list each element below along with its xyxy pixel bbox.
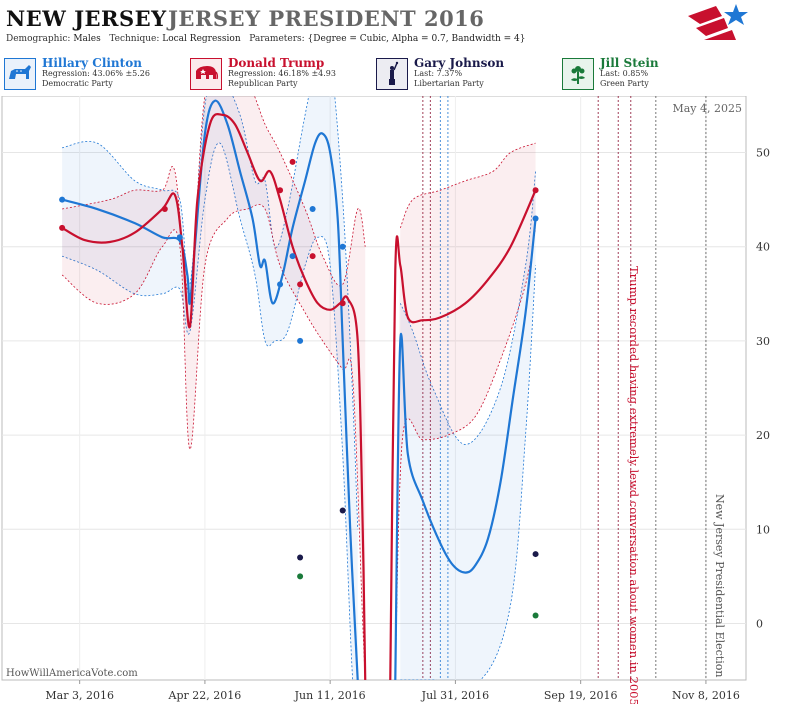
donald-trump-poll-point <box>339 300 346 307</box>
gary-johnson-poll-point <box>297 554 304 561</box>
annotation-label: New Jersey Presidential Election <box>713 494 726 677</box>
y-tick-label: 10 <box>756 523 770 536</box>
hillary-clinton-2-lower-bound <box>400 265 536 680</box>
y-tick-label: 20 <box>756 429 770 442</box>
jill-stein-poll-point <box>532 612 539 619</box>
hillary-clinton-upper-bound <box>62 96 359 530</box>
donkey-icon <box>4 58 36 90</box>
parameters-value: {Degree = Cubic, Alpha = 0.7, Bandwidth … <box>307 34 526 44</box>
gary-johnson-poll-point <box>532 551 539 558</box>
donald-trump-poll-point <box>277 187 284 194</box>
legend-johnson: Gary Johnson Last: 7.37% Libertarian Par… <box>374 56 559 92</box>
series-layer <box>59 96 539 680</box>
donald-trump-poll-point <box>289 158 296 165</box>
demographic-value: Males <box>73 34 101 44</box>
hillary-clinton-poll-point <box>532 215 539 222</box>
y-tick-label: 30 <box>756 335 770 348</box>
hillary-clinton-2-band <box>400 171 536 680</box>
source-credit: HowWillAmericaVote.com <box>6 668 138 679</box>
legend-trump: Donald Trump Regression: 46.18% ±4.93 Re… <box>188 56 373 92</box>
hillary-clinton-poll-point <box>277 281 284 288</box>
donald-trump-poll-point <box>161 206 168 213</box>
candidate-name: Gary Johnson <box>414 56 505 70</box>
candidate-name: Jill Stein <box>600 56 659 70</box>
hillary-clinton-poll-point <box>339 243 346 250</box>
candidate-party: Democratic Party <box>42 79 113 88</box>
demographic-label: Demographic: <box>6 34 71 44</box>
candidate-party: Green Party <box>600 79 649 88</box>
x-tick-label: Nov 8, 2016 <box>672 689 740 702</box>
site-logo-icon <box>688 4 748 40</box>
candidate-stat: Regression: 43.06% ±5.26 <box>42 69 150 78</box>
jill-stein-poll-point <box>297 573 304 580</box>
donald-trump-trend-line <box>61 112 367 680</box>
hillary-clinton-trend-line <box>61 99 359 680</box>
technique-value: Local Regression <box>162 34 241 44</box>
state-title: NEW JERSEY <box>6 6 167 31</box>
annotation-label: Trump recorded having extremely lewd con… <box>627 266 641 704</box>
technique-label: Technique: <box>109 34 160 44</box>
hillary-clinton-trend-line-2 <box>394 218 537 680</box>
hillary-clinton-poll-point <box>59 196 66 203</box>
candidate-name: Donald Trump <box>228 56 325 70</box>
poll-chart: 0 10 20 30 40 50 Mar 3, 2016 Apr 22, 2016 Jun 11… <box>1 96 770 704</box>
x-tick-label: Jul 31, 2016 <box>421 689 490 702</box>
candidate-stat: Last: 0.85% <box>600 69 649 78</box>
race-title: JERSEY PRESIDENT 2016 <box>168 6 485 31</box>
header: NEW JERSEY JERSEY PRESIDENT 2016 Demogra… <box>0 0 789 104</box>
hillary-clinton-poll-point <box>289 253 296 260</box>
x-tick-label: Apr 22, 2016 <box>168 689 242 702</box>
legend-clinton: Hillary Clinton Regression: 43.06% ±5.26… <box>2 56 187 92</box>
donald-trump-upper-bound <box>62 96 366 295</box>
flower-icon <box>562 58 594 90</box>
candidate-party: Libertarian Party <box>414 79 484 88</box>
donald-trump-trend-line-2 <box>389 189 537 680</box>
hillary-clinton-poll-point <box>309 206 316 213</box>
legend-stein: Jill Stein Last: 0.85% Green Party <box>560 56 745 92</box>
elephant-icon <box>190 58 222 90</box>
donald-trump-2-band <box>395 143 536 680</box>
y-tick-label: 40 <box>756 241 770 254</box>
hillary-clinton-2-upper-bound <box>399 171 536 445</box>
y-tick-label: 0 <box>756 617 763 630</box>
donald-trump-poll-point <box>309 253 316 260</box>
x-tick-label: Jun 11, 2016 <box>294 689 366 702</box>
donald-trump-poll-point <box>297 281 304 288</box>
hillary-clinton-band <box>62 96 358 680</box>
x-tick-label: Sep 19, 2016 <box>544 689 618 702</box>
parameters-label: Parameters: <box>249 34 305 44</box>
hillary-clinton-lower-bound <box>61 142 359 680</box>
hillary-clinton-poll-point <box>176 234 183 241</box>
candidate-legend: Hillary Clinton Regression: 43.06% ±5.26… <box>0 56 789 92</box>
donald-trump-poll-point <box>532 187 539 194</box>
donald-trump-2-lower-bound <box>394 227 536 680</box>
donald-trump-poll-point <box>59 224 66 231</box>
y-tick-label: 50 <box>756 147 770 160</box>
gary-johnson-poll-point <box>339 507 346 514</box>
candidate-stat: Regression: 46.18% ±4.93 <box>228 69 336 78</box>
date-label: May 4, 2025 <box>672 102 742 115</box>
liberty-icon <box>376 58 408 90</box>
candidate-name: Hillary Clinton <box>42 56 142 70</box>
x-tick-label: Mar 3, 2016 <box>45 689 114 702</box>
candidate-party: Republican Party <box>228 79 298 88</box>
parameters-line: Demographic: Males Technique: Local Regr… <box>6 34 526 44</box>
donald-trump-lower-bound <box>61 204 366 680</box>
candidate-stat: Last: 7.37% <box>414 69 463 78</box>
hillary-clinton-poll-point <box>297 337 304 344</box>
